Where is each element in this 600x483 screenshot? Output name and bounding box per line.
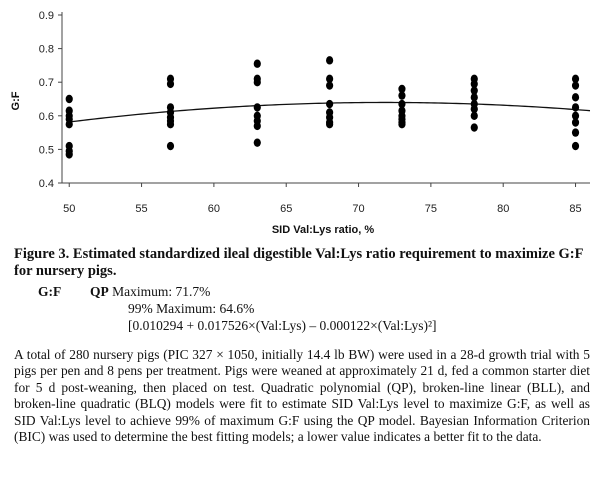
- y-tick-label: 0.7: [39, 77, 54, 89]
- x-tick-label: 75: [425, 203, 437, 215]
- data-point: [571, 81, 580, 90]
- data-point: [398, 84, 406, 94]
- data-point: [571, 141, 580, 151]
- data-point: [470, 86, 478, 95]
- data-point: [253, 138, 261, 147]
- pct99-maximum: 99% Maximum: 64.6%: [128, 301, 255, 316]
- data-point: [571, 74, 580, 84]
- data-point: [571, 118, 580, 127]
- data-point: [326, 120, 334, 129]
- data-point: [470, 104, 478, 114]
- x-axis: 50 55 60 65 70 75 80 85: [63, 183, 582, 215]
- x-tick-label: 55: [135, 203, 147, 215]
- qp-equation: [0.010294 + 0.017526×(Val:Lys) – 0.00012…: [128, 318, 437, 333]
- data-point: [470, 93, 478, 102]
- figure-caption: Figure 3. Estimated standardized ileal d…: [14, 246, 583, 279]
- data-point: [65, 120, 73, 129]
- x-tick-label: 60: [208, 203, 220, 215]
- y-tick-label: 0.6: [39, 111, 54, 123]
- data-point: [326, 81, 334, 90]
- data-point: [571, 111, 580, 121]
- x-tick-label: 85: [569, 203, 581, 215]
- qp-maximum: QP Maximum: 71.7%: [90, 283, 210, 300]
- data-point: [326, 99, 334, 109]
- data-point: [326, 56, 334, 65]
- data-point: [166, 79, 175, 89]
- qp-label: QP: [90, 284, 109, 299]
- x-tick-label: 50: [63, 203, 75, 215]
- data-point: [65, 150, 73, 159]
- data-point: [398, 120, 406, 129]
- data-point: [166, 120, 175, 129]
- points-layer: [65, 56, 580, 159]
- x-tick-label: 70: [352, 203, 364, 215]
- data-point: [253, 121, 261, 131]
- data-point: [470, 79, 478, 89]
- y-tick-label: 0.8: [39, 44, 54, 56]
- y-tick-label: 0.4: [39, 178, 54, 190]
- y-tick-label: 0.9: [39, 10, 54, 22]
- data-point: [65, 94, 73, 104]
- data-point: [571, 103, 580, 112]
- plot-area: [61, 12, 590, 184]
- data-point: [571, 128, 580, 137]
- x-tick-label: 65: [280, 203, 292, 215]
- data-point: [398, 99, 406, 109]
- y-axis-title: G:F: [10, 91, 22, 110]
- qp-max-value: Maximum: 71.7%: [112, 284, 211, 299]
- data-point: [166, 141, 175, 151]
- data-point: [326, 74, 334, 84]
- data-point: [253, 78, 261, 87]
- data-point: [571, 93, 580, 102]
- y-tick-label: 0.5: [39, 144, 54, 156]
- data-point: [470, 111, 478, 121]
- x-tick-label: 80: [497, 203, 509, 215]
- y-axis: 0.4 0.5 0.6 0.7 0.8 0.9: [39, 10, 62, 190]
- gf-scatter-chart: 0.4 0.5 0.6 0.7 0.8 0.9 50 55 60 65 70 75 80 85 SID …: [10, 10, 591, 236]
- data-point: [398, 91, 406, 100]
- x-axis-title: SID Val:Lys ratio, %: [272, 224, 375, 236]
- data-point: [470, 123, 478, 132]
- study-description: A total of 280 nursery pigs (PIC 327 × 1…: [14, 347, 590, 445]
- data-point: [253, 59, 261, 68]
- gf-label: G:F: [38, 284, 62, 299]
- data-point: [253, 103, 261, 112]
